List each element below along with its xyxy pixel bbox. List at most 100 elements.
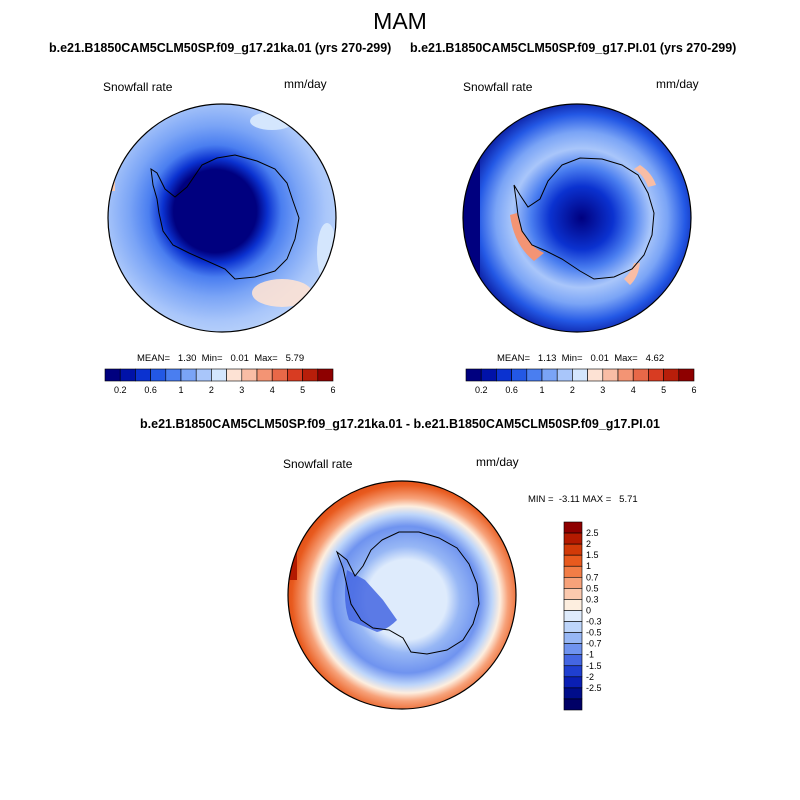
- diff-panel-colorbar-swatch: [563, 588, 583, 600]
- diff-panel-map-border: [287, 480, 517, 710]
- diff-panel-colorbar-tick-label: -0.3: [586, 617, 602, 627]
- diff-panel-colorbar-swatch: [563, 565, 583, 578]
- diff-panel-colorbar-tick-label: 0.3: [586, 594, 599, 604]
- panel-1-colorbar-swatch: [302, 368, 319, 382]
- panel-1-colorbar-swatch: [226, 368, 243, 382]
- diff-panel-colorbar-swatch: [563, 532, 583, 545]
- panel-2-colorbar-swatch: [526, 368, 543, 382]
- panel-1-colorbar-swatch: [287, 368, 303, 382]
- diff-panel-colorbar-swatch: [563, 554, 583, 567]
- panel-1-colorbar-tick-label: 5: [300, 385, 305, 395]
- panel-1-colorbar-tick-label: 3: [239, 385, 244, 395]
- panel-2-colorbar-swatch: [587, 368, 604, 382]
- panel-2-colorbar-tick-label: 0.2: [475, 385, 488, 395]
- panel-2-colorbar-tick-label: 2: [570, 385, 575, 395]
- panel-2-colorbar-swatch: [663, 368, 680, 382]
- panel-1-colorbar-swatch: [256, 368, 273, 382]
- panel-1-header: b.e21.B1850CAM5CLM50SP.f09_g17.21ka.01 (…: [49, 41, 392, 55]
- panel-2-colorbar-swatch: [602, 368, 619, 382]
- panel-1-colorbar-tick-label: 0.2: [114, 385, 127, 395]
- diff-panel-colorbar-swatch: [563, 610, 583, 622]
- panel-1-colorbar-swatch: [195, 368, 212, 382]
- panel-2-polar-map: [462, 103, 692, 333]
- panel-2-stats: MEAN= 1.13 Min= 0.01 Max= 4.62: [497, 353, 665, 364]
- diff-panel-colorbar-tick-label: -0.5: [586, 628, 602, 638]
- panel-2-colorbar-tick-label: 3: [600, 385, 605, 395]
- panel-1-colorbar-tick-label: 1: [178, 385, 183, 395]
- panel-2-colorbar-swatch: [465, 368, 482, 382]
- panel-1-colorbar-swatch: [104, 368, 121, 382]
- diff-panel-colorbar-swatch: [563, 632, 583, 644]
- diff-panel-colorbar-swatch: [563, 576, 583, 589]
- panel-1-variable-label: Snowfall rate: [103, 80, 173, 94]
- diff-panel-colorbar-swatch: [563, 654, 583, 667]
- panel-2-colorbar-swatch: [496, 368, 512, 382]
- diff-panel-colorbar-swatch: [563, 621, 583, 633]
- diff-panel-colorbar-swatch: [563, 687, 583, 700]
- panel-2-colorbar-swatch: [678, 368, 695, 382]
- panel-1-colorbar-swatch: [180, 368, 197, 382]
- panel-2-colorbar-tick-label: 1: [539, 385, 544, 395]
- diff-panel-colorbar-tick-label: -2.5: [586, 683, 602, 693]
- diff-panel-colorbar-tick-label: 2.5: [586, 528, 599, 538]
- panel-1-colorbar: 0.2 0.6 1 2 3 4 5 6: [104, 368, 336, 395]
- panel-1-colorbar-swatch: [165, 368, 182, 382]
- panel-2-colorbar: 0.2 0.6 1 2 3 4 5 6: [465, 368, 697, 395]
- panel-1-colorbar-tick-label: 6: [330, 385, 335, 395]
- diff-panel-colorbar-tick-label: 0: [586, 605, 591, 615]
- diff-panel-colorbar-tick-label: -1: [586, 650, 594, 660]
- panel-1-colorbar-tick-label: 0.6: [144, 385, 157, 395]
- panel-1-colorbar-tick-label: 4: [270, 385, 275, 395]
- panel-2-colorbar-swatch: [541, 368, 558, 382]
- diff-panel-colorbar-swatch: [563, 665, 583, 678]
- diff-panel-colorbar-tick-label: -2: [586, 672, 594, 682]
- panel-1-colorbar-swatch: [119, 368, 136, 382]
- diff-panel-colorbar-tick-label: -0.7: [586, 639, 602, 649]
- diff-panel-colorbar-swatch: [563, 698, 583, 711]
- diff-panel-colorbar-tick-label: 2: [586, 539, 591, 549]
- diff-panel-colorbar-tick-label: 0.7: [586, 572, 599, 582]
- panel-2-colorbar-tick-label: 5: [661, 385, 666, 395]
- diff-panel-colorbar-swatch: [563, 676, 583, 689]
- panel-2-colorbar-swatch: [617, 368, 634, 382]
- diff-panel-colorbar-tick-label: 0.5: [586, 583, 599, 593]
- panel-1-antarctica-coastline: [150, 154, 300, 280]
- diff-panel-colorbar-swatch: [563, 543, 583, 556]
- diff-panel-header: b.e21.B1850CAM5CLM50SP.f09_g17.21ka.01 -…: [140, 417, 660, 431]
- panel-1-colorbar-swatch: [271, 368, 288, 382]
- diff-panel-units-label: mm/day: [476, 455, 519, 469]
- panel-2-colorbar-swatch: [632, 368, 649, 382]
- panel-1-polar-map: [107, 103, 337, 333]
- page-title: MAM: [373, 8, 427, 34]
- panel-1-colorbar-swatch: [317, 368, 334, 382]
- panel-2-colorbar-tick-label: 6: [691, 385, 696, 395]
- panel-2-units-label: mm/day: [656, 77, 699, 91]
- diff-panel-colorbar: 2.521.510.70.50.30 -0.3-0.5-0.7-1-1.5-2-2…: [563, 521, 602, 711]
- diff-panel-colorbar-tick-label: 1: [586, 561, 591, 571]
- panel-2-colorbar-swatch: [572, 368, 588, 382]
- diff-panel-colorbar-swatch: [563, 521, 583, 534]
- panel-2-colorbar-tick-label: 4: [631, 385, 636, 395]
- panel-1-colorbar-swatch: [135, 368, 151, 382]
- panel-2-header: b.e21.B1850CAM5CLM50SP.f09_g17.PI.01 (yr…: [410, 41, 737, 55]
- panel-1-colorbar-swatch: [241, 368, 258, 382]
- panel-1-stats: MEAN= 1.30 Min= 0.01 Max= 5.79: [137, 353, 305, 364]
- panel-1-colorbar-tick-label: 2: [209, 385, 214, 395]
- diff-panel-colorbar-tick-label: -1.5: [586, 661, 602, 671]
- panel-1-units-label: mm/day: [284, 77, 327, 91]
- panel-1-colorbar-swatch: [150, 368, 167, 382]
- diff-panel-colorbar-swatch: [563, 599, 583, 611]
- panel-2-colorbar-swatch: [556, 368, 573, 382]
- diff-panel-antarctica-coastline: [335, 531, 480, 655]
- panel-2-colorbar-tick-label: 0.6: [505, 385, 518, 395]
- panel-2-colorbar-swatch: [511, 368, 528, 382]
- diff-panel-polar-map: [287, 480, 517, 710]
- diff-panel-minmax: MIN = -3.11 MAX = 5.71: [528, 494, 638, 505]
- panel-2-map-border: [462, 103, 692, 333]
- panel-2-colorbar-swatch: [648, 368, 664, 382]
- panel-2-snowfall-field: [463, 104, 691, 332]
- panel-2-antarctica-coastline: [513, 157, 655, 280]
- panel-2-colorbar-swatch: [480, 368, 497, 382]
- panel-1-map-border: [107, 103, 337, 333]
- diff-panel-colorbar-tick-label: 1.5: [586, 550, 599, 560]
